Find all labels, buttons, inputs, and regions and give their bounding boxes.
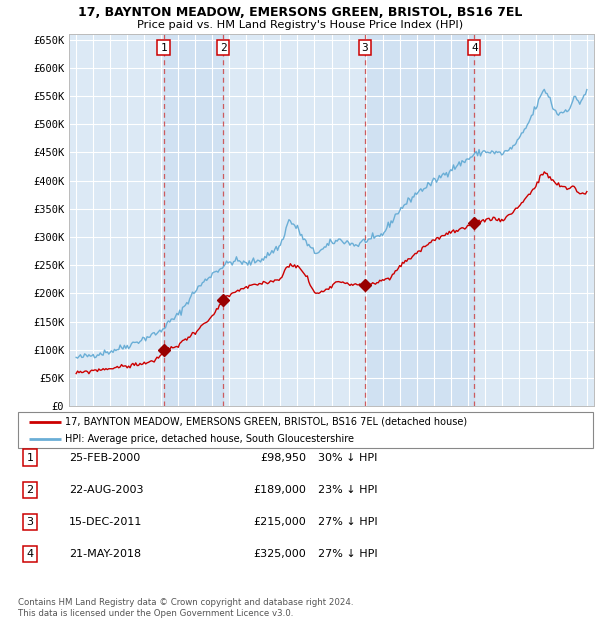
- Text: 4: 4: [26, 549, 34, 559]
- Text: Contains HM Land Registry data © Crown copyright and database right 2024.
This d: Contains HM Land Registry data © Crown c…: [18, 598, 353, 618]
- Text: 1: 1: [26, 453, 34, 463]
- Text: 27% ↓ HPI: 27% ↓ HPI: [318, 517, 377, 527]
- Bar: [164, 34, 223, 406]
- Text: 2: 2: [26, 485, 34, 495]
- Text: HPI: Average price, detached house, South Gloucestershire: HPI: Average price, detached house, Sout…: [65, 434, 354, 444]
- Text: 21-MAY-2018: 21-MAY-2018: [69, 549, 141, 559]
- Text: 4: 4: [471, 43, 478, 53]
- Text: 22-AUG-2003: 22-AUG-2003: [69, 485, 143, 495]
- Text: 25-FEB-2000: 25-FEB-2000: [69, 453, 140, 463]
- Text: 30% ↓ HPI: 30% ↓ HPI: [318, 453, 377, 463]
- Text: £325,000: £325,000: [253, 549, 306, 559]
- Text: 3: 3: [26, 517, 34, 527]
- Text: Price paid vs. HM Land Registry's House Price Index (HPI): Price paid vs. HM Land Registry's House …: [137, 20, 463, 30]
- Text: 17, BAYNTON MEADOW, EMERSONS GREEN, BRISTOL, BS16 7EL: 17, BAYNTON MEADOW, EMERSONS GREEN, BRIS…: [78, 6, 522, 19]
- Text: £189,000: £189,000: [253, 485, 306, 495]
- Text: 1: 1: [160, 43, 167, 53]
- Text: 27% ↓ HPI: 27% ↓ HPI: [318, 549, 377, 559]
- Text: 15-DEC-2011: 15-DEC-2011: [69, 517, 142, 527]
- Bar: [365, 34, 475, 406]
- Text: £98,950: £98,950: [260, 453, 306, 463]
- Text: 17, BAYNTON MEADOW, EMERSONS GREEN, BRISTOL, BS16 7EL (detached house): 17, BAYNTON MEADOW, EMERSONS GREEN, BRIS…: [65, 417, 467, 427]
- Text: 23% ↓ HPI: 23% ↓ HPI: [318, 485, 377, 495]
- Text: 3: 3: [361, 43, 368, 53]
- Text: 2: 2: [220, 43, 227, 53]
- Text: £215,000: £215,000: [253, 517, 306, 527]
